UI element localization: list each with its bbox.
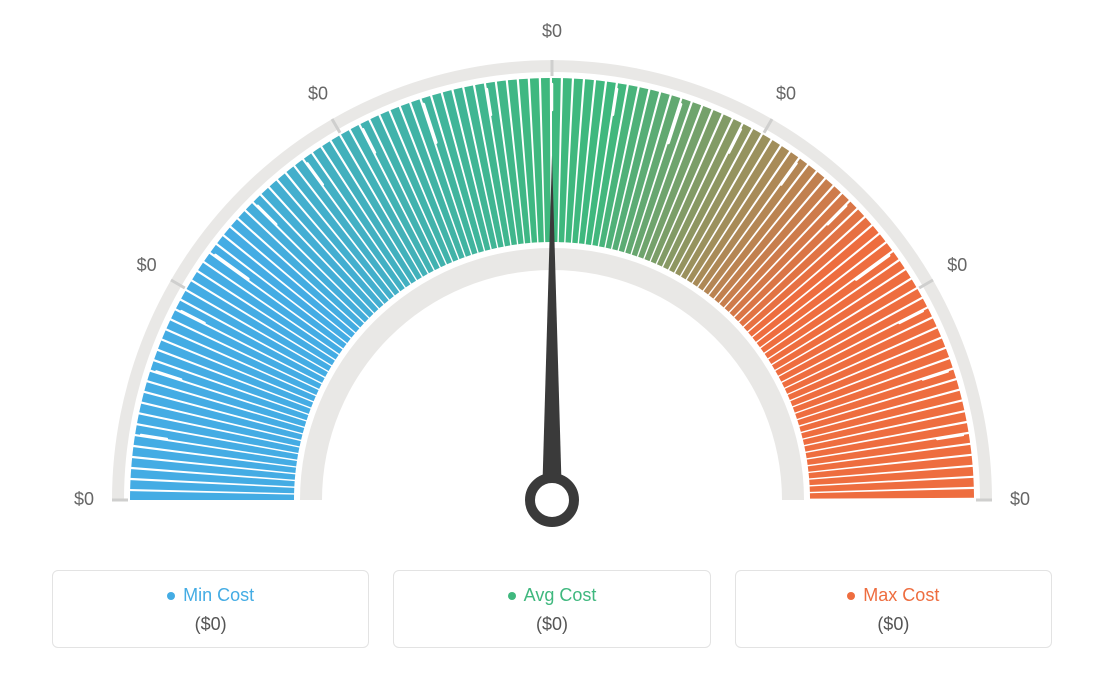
legend-min-dot: [167, 592, 175, 600]
gauge-chart-container: $0 $0 $0 $0 $0 $0 $0 Min Cost ($0) Avg Cost ($…: [0, 0, 1104, 690]
gauge-tick-label-5: $0: [947, 255, 967, 275]
gauge-tick-label-1: $0: [137, 255, 157, 275]
gauge-tick-label-4: $0: [776, 83, 796, 103]
legend-row: Min Cost ($0) Avg Cost ($0) Max Cost ($0…: [52, 570, 1052, 648]
legend-max-value: ($0): [877, 614, 909, 635]
gauge-svg: $0 $0 $0 $0 $0 $0 $0: [52, 10, 1052, 570]
legend-avg-header: Avg Cost: [508, 585, 597, 606]
legend-card-max: Max Cost ($0): [735, 570, 1052, 648]
gauge-needle-hub: [530, 478, 574, 522]
legend-max-header: Max Cost: [847, 585, 939, 606]
gauge-tick-label-6: $0: [1010, 489, 1030, 509]
legend-max-dot: [847, 592, 855, 600]
legend-avg-dot: [508, 592, 516, 600]
gauge-tick-label-3: $0: [542, 21, 562, 41]
legend-min-label: Min Cost: [183, 585, 254, 606]
gauge-area: $0 $0 $0 $0 $0 $0 $0: [52, 10, 1052, 570]
legend-max-label: Max Cost: [863, 585, 939, 606]
gauge-tick-label-0: $0: [74, 489, 94, 509]
gauge-tick-label-2: $0: [308, 83, 328, 103]
legend-min-header: Min Cost: [167, 585, 254, 606]
legend-card-min: Min Cost ($0): [52, 570, 369, 648]
legend-card-avg: Avg Cost ($0): [393, 570, 710, 648]
legend-avg-label: Avg Cost: [524, 585, 597, 606]
legend-avg-value: ($0): [536, 614, 568, 635]
legend-min-value: ($0): [195, 614, 227, 635]
